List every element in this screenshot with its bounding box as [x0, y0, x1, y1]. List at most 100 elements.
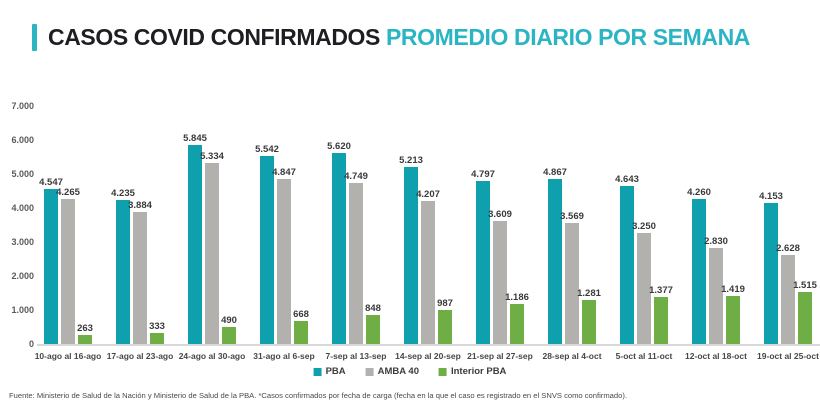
legend-swatch: [438, 367, 447, 376]
bar-interior-pba: 490: [221, 315, 237, 344]
bar-value-label: 1.515: [793, 280, 817, 291]
y-tick-label: 1.000: [11, 305, 34, 315]
bar-value-label: 4.643: [615, 174, 639, 185]
bar-amba-40: 3.250: [632, 221, 656, 344]
bar-groups: 4.547 4.265 263 10-ago al 16-ago 4.235 3.884 3…: [35, 106, 819, 361]
y-tick-label: 7.000: [11, 101, 34, 111]
bar-amba-40: 2.628: [776, 243, 800, 344]
x-axis-category-label: 7-sep al 13-sep: [325, 351, 387, 361]
bar-value-label: 5.213: [399, 155, 423, 166]
bar-value-label: 1.377: [649, 285, 673, 296]
bar-pba: 5.845: [183, 133, 207, 344]
bar-amba-40: 4.749: [344, 171, 368, 344]
x-axis-category-label: 17-ago al 23-ago: [106, 351, 174, 361]
bar-interior-pba: 987: [437, 298, 453, 344]
bar-value-label: 4.265: [56, 187, 80, 198]
legend-item-amba-40: AMBA 40: [365, 366, 419, 377]
bar-value-label: 4.847: [272, 167, 296, 178]
bar-group: 4.643 3.250 1.377 5-oct al 11-oct: [615, 106, 673, 361]
title-subtitle: PROMEDIO DIARIO POR SEMANA: [385, 24, 750, 50]
x-axis-category-label: 28-sep al 4-oct: [542, 351, 602, 361]
bar-amba-40: 5.334: [200, 151, 224, 344]
bar-group: 5.845 5.334 490 24-ago al 30-ago: [179, 106, 246, 361]
bar-amba-40: 3.609: [488, 209, 512, 344]
bar-pba: 4.643: [615, 174, 639, 344]
bar-value-label: 5.334: [200, 151, 224, 162]
bar-value-label: 848: [365, 303, 381, 314]
bar-value-label: 3.609: [488, 209, 512, 220]
legend-swatch: [365, 367, 374, 376]
bar-value-label: 263: [77, 323, 93, 334]
bar-group: 4.153 2.628 1.515 19-oct al 25-oct: [757, 106, 819, 361]
legend-label: AMBA 40: [377, 366, 419, 377]
x-axis-category-label: 14-sep al 20-sep: [395, 351, 461, 361]
bar-pba: 5.620: [327, 141, 351, 344]
bar-amba-40: 4.207: [416, 189, 440, 344]
bar-group: 4.260 2.830 1.419 12-oct al 18-oct: [685, 106, 747, 361]
bar-pba: 5.213: [399, 155, 423, 344]
bar-value-label: 987: [437, 298, 453, 309]
y-tick-label: 2.000: [11, 271, 34, 281]
x-axis-category-label: 31-ago al 6-sep: [253, 351, 315, 361]
bar-value-label: 5.845: [183, 133, 207, 144]
y-tick-label: 4.000: [11, 203, 34, 213]
bar-value-label: 1.281: [577, 288, 601, 299]
page-title: CASOS COVID CONFIRMADOS PROMEDIO DIARIO P…: [48, 24, 750, 51]
bar-value-label: 333: [149, 321, 165, 332]
bar-value-label: 4.153: [759, 191, 783, 202]
bar-value-label: 2.830: [704, 236, 728, 247]
bar-value-label: 1.419: [721, 284, 745, 295]
bar-pba: 4.547: [39, 177, 63, 344]
bar-value-label: 4.749: [344, 171, 368, 182]
source-note: Fuente: Ministerio de Salud de la Nación…: [9, 391, 627, 400]
y-axis: 7.000 6.000 5.000 4.000 3.000 2.000 1.000 0: [0, 101, 34, 349]
x-axis-category-label: 21-sep al 27-sep: [467, 351, 533, 361]
bar-pba: 4.153: [759, 191, 783, 344]
bar-pba: 4.797: [471, 169, 495, 344]
bar-value-label: 2.628: [776, 243, 800, 254]
bar-value-label: 1.186: [505, 292, 529, 303]
bar-pba: 4.260: [687, 187, 711, 344]
bar-value-label: 4.235: [111, 188, 135, 199]
x-axis-baseline: [37, 344, 820, 346]
bar-interior-pba: 333: [149, 321, 165, 344]
bar-amba-40: 3.884: [128, 200, 152, 344]
bar-interior-pba: 668: [293, 309, 309, 344]
chart-legend: PBA AMBA 40 Interior PBA: [313, 366, 507, 377]
bar-group: 5.620 4.749 848 7-sep al 13-sep: [326, 106, 387, 361]
bar-value-label: 4.260: [687, 187, 711, 198]
bar-value-label: 4.547: [39, 177, 63, 188]
bar-pba: 4.867: [543, 167, 567, 344]
x-axis-category-label: 12-oct al 18-oct: [685, 351, 747, 361]
bar-pba: 4.235: [111, 188, 135, 344]
bar-pba: 5.542: [255, 144, 279, 344]
bar-value-label: 490: [221, 315, 237, 326]
x-axis-category-label: 24-ago al 30-ago: [178, 351, 246, 361]
bar-value-label: 668: [293, 309, 309, 320]
legend-label: Interior PBA: [450, 366, 507, 377]
bar-amba-40: 4.265: [56, 187, 80, 344]
bar-value-label: 3.884: [128, 200, 152, 211]
bar-value-label: 5.620: [327, 141, 351, 152]
legend-label: PBA: [325, 366, 346, 377]
bar-interior-pba: 1.377: [649, 285, 673, 344]
bar-interior-pba: 1.419: [721, 284, 745, 344]
x-axis-category-label: 10-ago al 16-ago: [34, 351, 102, 361]
y-tick-label: 0: [28, 339, 34, 349]
bar-value-label: 5.542: [255, 144, 279, 155]
legend-item-pba: PBA: [313, 366, 346, 377]
page-header: CASOS COVID CONFIRMADOS PROMEDIO DIARIO P…: [32, 24, 750, 51]
bar-amba-40: 4.847: [272, 167, 296, 344]
bar-group: 5.542 4.847 668 31-ago al 6-sep: [253, 106, 314, 361]
bar-group: 4.235 3.884 333 17-ago al 23-ago: [107, 106, 174, 361]
legend-item-interior-pba: Interior PBA: [438, 366, 507, 377]
y-tick-label: 3.000: [11, 237, 34, 247]
bar-group: 4.867 3.569 1.281 28-sep al 4-oct: [542, 106, 601, 361]
bar-interior-pba: 263: [77, 323, 93, 344]
bar-value-label: 4.797: [471, 169, 495, 180]
bar-interior-pba: 1.186: [505, 292, 529, 344]
y-tick-label: 5.000: [11, 169, 34, 179]
bar-interior-pba: 1.515: [793, 280, 817, 344]
x-axis-category-label: 19-oct al 25-oct: [757, 351, 819, 361]
